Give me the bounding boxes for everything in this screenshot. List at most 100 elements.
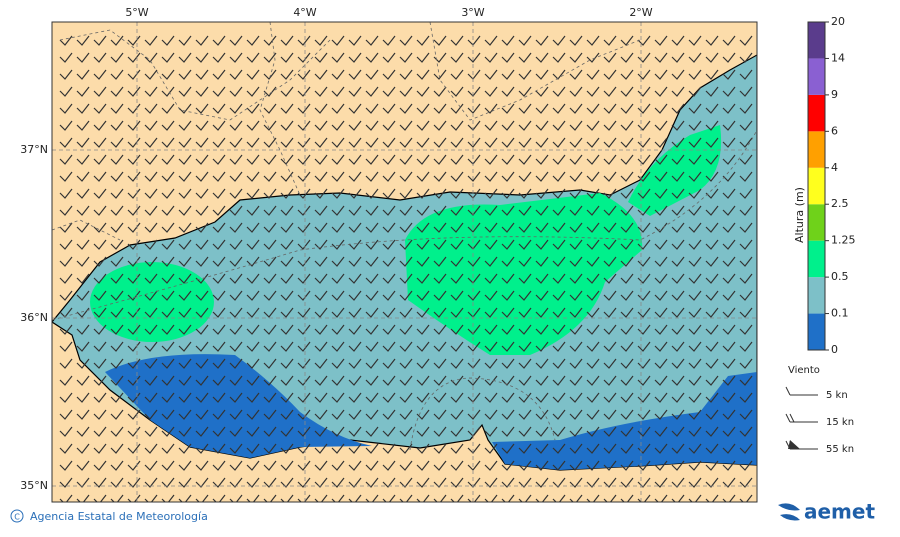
wind-barb [59, 477, 73, 488]
wind-barb [314, 188, 328, 199]
colorbar-label: 0.5 [831, 270, 849, 283]
wind-barb [178, 443, 192, 454]
wind-barb [637, 443, 651, 454]
border [59, 29, 331, 121]
wind-barb [501, 137, 515, 148]
wind-barb [331, 409, 345, 420]
wind-barb [637, 256, 651, 267]
wind-barb [280, 494, 294, 502]
colorbar: 0 0.1 0.5 1.25 2.5 4 6 9 14 20 [807, 15, 856, 356]
wind-barb [263, 171, 277, 182]
wind-barb [178, 154, 192, 165]
wind-barb [144, 477, 158, 488]
wind-barb [76, 137, 90, 148]
wind-barb [348, 103, 362, 114]
wind-barb [331, 205, 345, 216]
wind-barb [280, 273, 294, 284]
wind-barb [722, 103, 736, 114]
wind-barb [586, 256, 600, 267]
wind-barb [229, 256, 243, 267]
wind-barb [161, 392, 175, 403]
colorbar-segment [808, 22, 825, 59]
wind-barb [246, 494, 260, 502]
wind-barb [671, 52, 685, 63]
wind-barb [76, 188, 90, 199]
wind-barb [416, 103, 430, 114]
wind-barb [331, 341, 345, 352]
wind-barb [297, 341, 311, 352]
wind-barb [212, 494, 226, 502]
wind-barb [331, 443, 345, 454]
wind-barb [518, 409, 532, 420]
wind-barb [637, 341, 651, 352]
wind-barb [246, 120, 260, 131]
wind-barb [705, 273, 719, 284]
wind-barb [552, 86, 566, 97]
wind-barb [722, 137, 736, 148]
wind-barb [688, 256, 702, 267]
wind-barb [552, 477, 566, 488]
wind-barb [365, 103, 379, 114]
wind-barb [212, 86, 226, 97]
wind-barb [484, 494, 498, 502]
wind-barb [76, 256, 90, 267]
wind-barb [552, 35, 566, 46]
wind-barb [620, 494, 634, 502]
wind-barb [535, 171, 549, 182]
wind-barb [59, 443, 73, 454]
wind-barb [450, 137, 464, 148]
wind-barb [365, 443, 379, 454]
colorbar-segment [808, 94, 825, 132]
wind-barb [144, 460, 158, 471]
wind-barb [620, 120, 634, 131]
wind-barb [739, 103, 753, 114]
wind-barb [722, 222, 736, 233]
wind-barb [518, 137, 532, 148]
wind-barb [348, 239, 362, 250]
wind-barb [297, 426, 311, 437]
wind-barb [365, 239, 379, 250]
wind-barb [195, 375, 209, 386]
wind-barb [161, 171, 175, 182]
wind-barb [603, 409, 617, 420]
wind-barb [501, 409, 515, 420]
wind-barb [76, 375, 90, 386]
wind-barb [127, 307, 141, 318]
wind-barb [93, 69, 107, 80]
wind-barb [654, 477, 668, 488]
wind-barb [518, 154, 532, 165]
wind-barb [399, 443, 413, 454]
wind-barb [569, 307, 583, 318]
wind-barb [110, 205, 124, 216]
wind-barb [144, 188, 158, 199]
wind-barb [229, 86, 243, 97]
wind-barb [195, 222, 209, 233]
wind-barb [161, 341, 175, 352]
wind-barb [433, 35, 447, 46]
wind-barb [314, 307, 328, 318]
wind-barb [76, 86, 90, 97]
wind-barb [229, 290, 243, 301]
wind-barb [450, 375, 464, 386]
wind-barb [688, 35, 702, 46]
wind-barb [246, 103, 260, 114]
wind-barb [688, 52, 702, 63]
wind-barb [671, 307, 685, 318]
wind-barb [416, 35, 430, 46]
wind-barb [297, 392, 311, 403]
wind-barb [110, 477, 124, 488]
wind-barb [93, 52, 107, 63]
wind-barb [637, 188, 651, 199]
wind-barb [382, 120, 396, 131]
wind-barb [722, 205, 736, 216]
wind-barb [365, 358, 379, 369]
wind-barb [59, 171, 73, 182]
wind-barb [654, 409, 668, 420]
wind-barb [416, 477, 430, 488]
wind-barb [178, 205, 192, 216]
wind-barb [178, 52, 192, 63]
wind-barb [654, 290, 668, 301]
wind-barb [280, 205, 294, 216]
wind-barb [433, 205, 447, 216]
